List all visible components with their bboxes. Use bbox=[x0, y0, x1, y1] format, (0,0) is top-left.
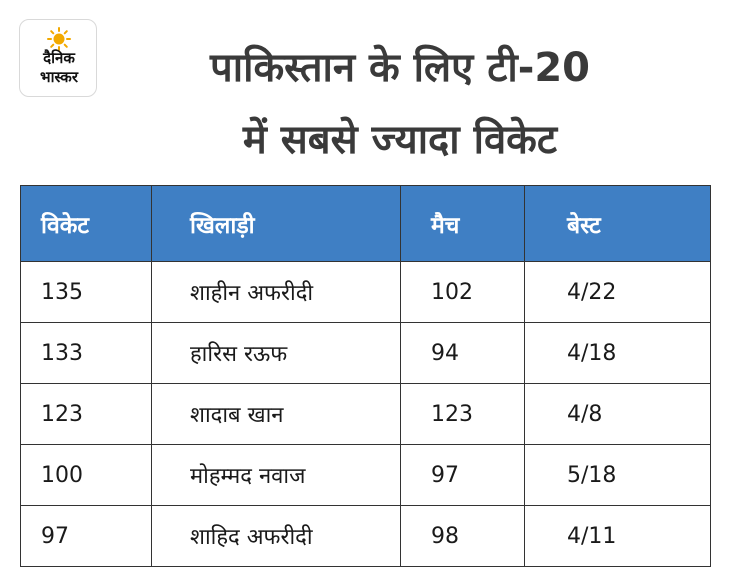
cell-best: 4/11 bbox=[524, 505, 711, 567]
header-best: बेस्ट bbox=[524, 185, 711, 262]
header-player: खिलाड़ी bbox=[151, 185, 401, 262]
header-matches: मैच bbox=[400, 185, 525, 262]
cell-player: हारिस रऊफ bbox=[151, 322, 401, 384]
cell-best: 5/18 bbox=[524, 444, 711, 506]
header-wickets: विकेट bbox=[20, 185, 152, 262]
title-line-2: में सबसे ज्यादा विकेट bbox=[242, 117, 558, 163]
cell-matches: 94 bbox=[400, 322, 525, 384]
title-line-1: पाकिस्तान के लिए टी-20 bbox=[210, 45, 590, 91]
cell-wickets: 133 bbox=[20, 322, 152, 384]
cell-player: शाहीन अफरीदी bbox=[151, 261, 401, 323]
cell-player: शादाब खान bbox=[151, 383, 401, 445]
table-row: 123 शादाब खान 123 4/8 bbox=[20, 383, 711, 445]
cell-wickets: 123 bbox=[20, 383, 152, 445]
cell-wickets: 100 bbox=[20, 444, 152, 506]
wickets-table: विकेट खिलाड़ी मैच बेस्ट 135 शाहीन अफरीदी… bbox=[20, 185, 711, 567]
table-row: 100 मोहम्मद नवाज 97 5/18 bbox=[20, 444, 711, 506]
table-row: 133 हारिस रऊफ 94 4/18 bbox=[20, 322, 711, 384]
cell-player: मोहम्मद नवाज bbox=[151, 444, 401, 506]
cell-matches: 98 bbox=[400, 505, 525, 567]
cell-best: 4/22 bbox=[524, 261, 711, 323]
brand-logo: दैनिक भास्कर bbox=[19, 19, 97, 97]
cell-wickets: 97 bbox=[20, 505, 152, 567]
cell-player: शाहिद अफरीदी bbox=[151, 505, 401, 567]
table-row: 135 शाहीन अफरीदी 102 4/22 bbox=[20, 261, 711, 323]
cell-matches: 123 bbox=[400, 383, 525, 445]
table-row: 97 शाहिद अफरीदी 98 4/11 bbox=[20, 505, 711, 567]
sun-icon bbox=[47, 27, 71, 51]
cell-best: 4/18 bbox=[524, 322, 711, 384]
cell-best: 4/8 bbox=[524, 383, 711, 445]
cell-matches: 102 bbox=[400, 261, 525, 323]
cell-matches: 97 bbox=[400, 444, 525, 506]
logo-text-line1: दैनिक bbox=[43, 49, 75, 67]
logo-text-line2: भास्कर bbox=[40, 68, 78, 86]
table-header-row: विकेट खिलाड़ी मैच बेस्ट bbox=[20, 185, 711, 262]
cell-wickets: 135 bbox=[20, 261, 152, 323]
